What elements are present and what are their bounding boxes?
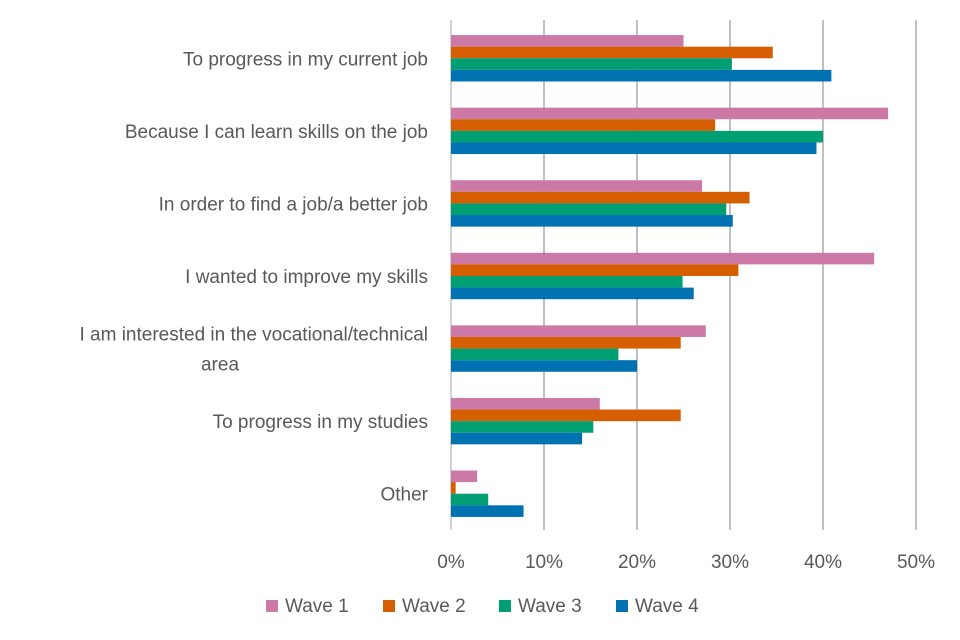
category-label: To progress in my studies	[213, 412, 428, 433]
bar-wave-4	[451, 505, 524, 517]
bar-wave-2	[451, 482, 456, 494]
category-label: Because I can learn skills on the job	[125, 122, 428, 143]
bar-wave-3	[451, 493, 489, 506]
category-label: I am interested in the vocational/techni…	[79, 325, 428, 346]
bar-wave-2	[451, 191, 750, 204]
legend: Wave 1 Wave 2 Wave 3 Wave 4	[266, 596, 699, 617]
legend-item: Wave 4	[616, 596, 699, 617]
bar-wave-3	[451, 58, 732, 70]
bar-wave-4	[451, 215, 733, 227]
legend-swatch	[266, 600, 278, 612]
legend-swatch	[616, 600, 628, 612]
bar-wave-4	[451, 142, 817, 155]
bar-wave-3	[451, 348, 619, 361]
legend-swatch	[499, 600, 511, 612]
bar-wave-4	[451, 287, 694, 300]
legend-item: Wave 2	[383, 596, 466, 617]
category-label: area	[201, 355, 239, 376]
bar-wave-2	[451, 336, 681, 349]
x-tick-label: 0%	[437, 552, 465, 573]
x-tick-label: 30%	[711, 552, 749, 573]
legend-label: Wave 3	[518, 596, 582, 617]
x-tick-label: 20%	[618, 552, 656, 573]
category-label: I wanted to improve my skills	[185, 267, 428, 288]
bar-wave-2	[451, 264, 739, 276]
bar-wave-1	[451, 325, 706, 337]
x-tick-label: 40%	[804, 552, 842, 573]
bar-wave-1	[451, 397, 600, 410]
x-tick-label: 10%	[525, 552, 563, 573]
x-tick-labels: 0% 10% 20% 30% 40% 50%	[437, 552, 935, 573]
bar-wave-4	[451, 69, 832, 82]
legend-label: Wave 4	[635, 596, 699, 617]
legend-item: Wave 1	[266, 596, 349, 617]
category-label: In order to find a job/a better job	[159, 194, 428, 215]
bar-wave-3	[451, 203, 727, 216]
bars	[451, 35, 889, 517]
category-label: Other	[380, 485, 428, 506]
legend-label: Wave 2	[402, 596, 466, 617]
bar-wave-1	[451, 180, 703, 192]
bar-wave-3	[451, 130, 823, 143]
bar-wave-2	[451, 119, 716, 131]
legend-label: Wave 1	[285, 596, 349, 617]
bar-wave-2	[451, 46, 773, 59]
legend-item: Wave 3	[499, 596, 582, 617]
bar-wave-3	[451, 276, 683, 288]
x-tick-label: 50%	[897, 552, 935, 573]
bar-wave-4	[451, 432, 583, 445]
bar-wave-1	[451, 35, 684, 47]
legend-swatch	[383, 600, 395, 612]
bar-wave-1	[451, 252, 875, 265]
bar-wave-2	[451, 409, 681, 422]
bar-wave-3	[451, 421, 594, 433]
category-labels: To progress in my current job Because I c…	[79, 49, 428, 505]
bar-wave-4	[451, 360, 637, 372]
bar-wave-1	[451, 470, 478, 483]
bar-wave-1	[451, 107, 889, 120]
category-label: To progress in my current job	[183, 49, 428, 70]
